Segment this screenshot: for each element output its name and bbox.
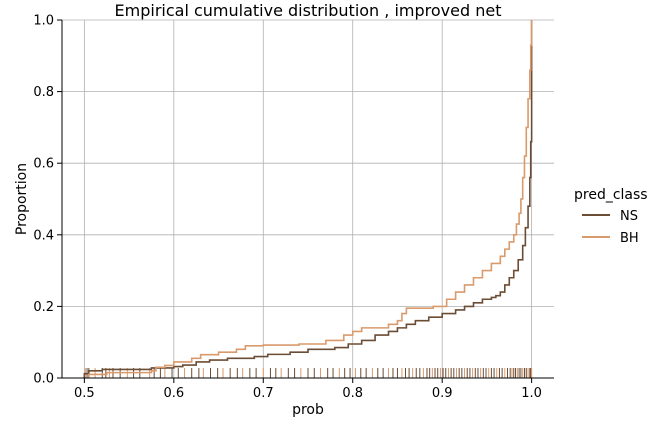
- series-lines: [83, 20, 533, 378]
- x-tick-label: 0.6: [163, 386, 184, 401]
- ecdf-line-bh: [88, 20, 533, 378]
- y-ticks: 0.0 0.2 0.4 0.6 0.8 1.0: [33, 14, 62, 387]
- x-axis-label: prob: [292, 402, 324, 418]
- ecdf-line-ns: [83, 20, 533, 378]
- y-tick-label: 0.8: [33, 85, 54, 100]
- y-tick-label: 0.6: [33, 157, 54, 172]
- legend-title: pred_class: [574, 187, 648, 203]
- y-tick-label: 1.0: [33, 14, 54, 29]
- legend-label-ns: NS: [620, 209, 638, 224]
- y-tick-label: 0.0: [33, 372, 54, 387]
- y-axis-label: Proportion: [14, 163, 30, 235]
- y-tick-label: 0.4: [33, 228, 54, 243]
- legend: pred_class NS BH: [574, 187, 648, 246]
- x-tick-label: 0.8: [342, 386, 363, 401]
- x-tick-label: 0.5: [74, 386, 95, 401]
- grid: [62, 19, 554, 379]
- y-tick-label: 0.2: [33, 300, 54, 315]
- x-tick-label: 0.9: [432, 386, 453, 401]
- x-tick-label: 0.7: [253, 386, 274, 401]
- x-ticks: 0.5 0.6 0.7 0.8 0.9 1.0: [74, 378, 542, 401]
- x-tick-label: 1.0: [521, 386, 542, 401]
- legend-label-bh: BH: [620, 231, 639, 246]
- chart-title: Empirical cumulative distribution , impr…: [115, 1, 502, 20]
